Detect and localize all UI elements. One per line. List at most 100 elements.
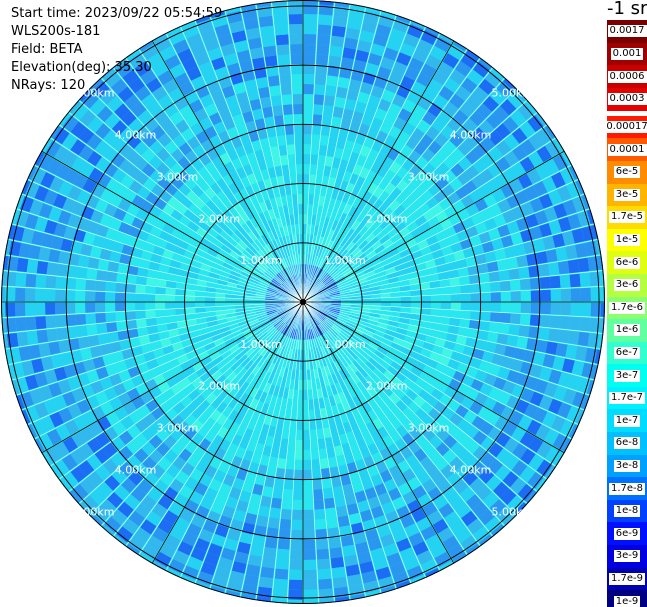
range-gate-cell xyxy=(345,409,355,422)
range-gate-cell xyxy=(363,434,375,447)
range-gate-cell xyxy=(500,280,511,291)
range-gate-cell xyxy=(211,156,224,170)
range-ring-label: 1.00km xyxy=(324,338,366,351)
range-gate-cell xyxy=(332,271,342,280)
range-gate-cell xyxy=(341,343,351,353)
range-gate-cell xyxy=(271,229,279,240)
colorbar-tick-label: 1.7e-5 xyxy=(608,211,646,224)
range-gate-cell xyxy=(438,503,454,518)
range-gate-cell xyxy=(8,240,22,257)
range-gate-cell xyxy=(275,365,282,377)
range-gate-cell xyxy=(407,113,422,128)
range-gate-cell xyxy=(316,538,329,550)
range-gate-cell xyxy=(361,20,377,34)
range-gate-cell xyxy=(288,154,296,165)
range-gate-cell xyxy=(230,326,241,334)
colorbar-swatch-lower-6: 6e-6 xyxy=(607,251,647,274)
range-gate-cell xyxy=(175,470,190,485)
range-gate-cell xyxy=(453,479,469,495)
range-gate-cell xyxy=(533,181,548,197)
range-gate-cell xyxy=(441,407,455,420)
range-gate-cell xyxy=(345,228,355,239)
range-gate-cell xyxy=(280,216,287,227)
range-gate-cell xyxy=(529,391,544,407)
range-gate-cell xyxy=(408,150,421,164)
range-gate-cell xyxy=(27,165,38,180)
range-gate-cell xyxy=(285,459,295,470)
range-gate-cell xyxy=(566,406,581,423)
range-gate-cell xyxy=(126,274,137,284)
range-gate-cell xyxy=(174,246,186,256)
range-gate-cell xyxy=(486,411,501,426)
range-ring-label: 3.00km xyxy=(408,170,450,183)
range-gate-cell xyxy=(99,213,113,227)
range-gate-cell xyxy=(447,471,462,487)
range-gate-cell xyxy=(221,244,232,254)
range-gate-cell xyxy=(417,326,429,335)
range-gate-cell xyxy=(504,151,519,167)
range-gate-cell xyxy=(275,303,286,307)
range-gate-cell xyxy=(86,268,98,280)
range-gate-cell xyxy=(198,528,214,543)
range-gate-cell xyxy=(288,204,294,215)
colorbar-tick-label: 0.0001 xyxy=(607,143,647,156)
ray-separator xyxy=(302,223,595,303)
range-gate-cell xyxy=(444,77,460,93)
colorbar-swatch-upper-1: 0.001 xyxy=(607,42,647,66)
range-gate-cell xyxy=(327,218,335,230)
range-gate-cell xyxy=(296,174,303,185)
range-gate-cell xyxy=(402,232,414,243)
range-gate-cell xyxy=(89,246,102,259)
range-gate-cell xyxy=(11,209,20,224)
range-gate-cell xyxy=(513,243,526,256)
range-gate-cell xyxy=(390,287,401,293)
range-gate-cell xyxy=(97,333,110,345)
range-gate-cell xyxy=(457,208,471,221)
range-gate-cell xyxy=(206,248,218,258)
range-gate-cell xyxy=(270,146,280,158)
range-gate-cell xyxy=(385,351,397,361)
range-gate-cell xyxy=(331,25,346,38)
range-gate-cell xyxy=(193,446,206,460)
range-gate-cell xyxy=(34,185,49,202)
range-gate-cell xyxy=(113,534,128,546)
range-gate-cell xyxy=(317,568,332,580)
range-gate-cell xyxy=(380,288,391,294)
range-gate-cell xyxy=(310,164,317,175)
range-gate-cell xyxy=(329,45,343,57)
range-gate-cell xyxy=(317,205,324,216)
range-gate-cell xyxy=(330,296,341,299)
range-gate-cell xyxy=(265,326,275,334)
range-gate-cell xyxy=(227,278,239,285)
range-gate-cell xyxy=(95,199,109,213)
range-gate-cell xyxy=(365,590,381,598)
range-gate-cell xyxy=(218,248,230,258)
range-gate-cell xyxy=(303,14,318,25)
range-gate-cell xyxy=(326,446,336,458)
range-gate-cell xyxy=(258,263,268,272)
range-gate-cell xyxy=(266,65,279,77)
range-gate-cell xyxy=(342,483,354,496)
range-gate-cell xyxy=(338,391,347,403)
range-gate-cell xyxy=(255,343,265,353)
range-gate-cell xyxy=(294,469,303,480)
range-gate-cell xyxy=(417,239,429,250)
range-gate-cell xyxy=(283,314,291,323)
range-gate-cell xyxy=(422,341,435,352)
ray-separator xyxy=(302,0,320,303)
range-gate-cell xyxy=(458,433,472,448)
range-gate-cell xyxy=(381,257,393,266)
range-gate-cell xyxy=(303,234,307,245)
range-gate-cell xyxy=(332,350,340,361)
range-gate-cell xyxy=(429,280,441,289)
range-gate-cell xyxy=(347,217,357,229)
range-gate-cell xyxy=(34,438,45,453)
range-gate-cell xyxy=(386,211,398,223)
ray-separator xyxy=(224,301,304,594)
range-gate-cell xyxy=(272,406,281,418)
range-gate-cell xyxy=(219,108,232,121)
range-gate-cell xyxy=(455,503,471,519)
range-gate-cell xyxy=(417,269,429,278)
range-gate-cell xyxy=(466,543,480,555)
ray-separator xyxy=(302,301,506,527)
